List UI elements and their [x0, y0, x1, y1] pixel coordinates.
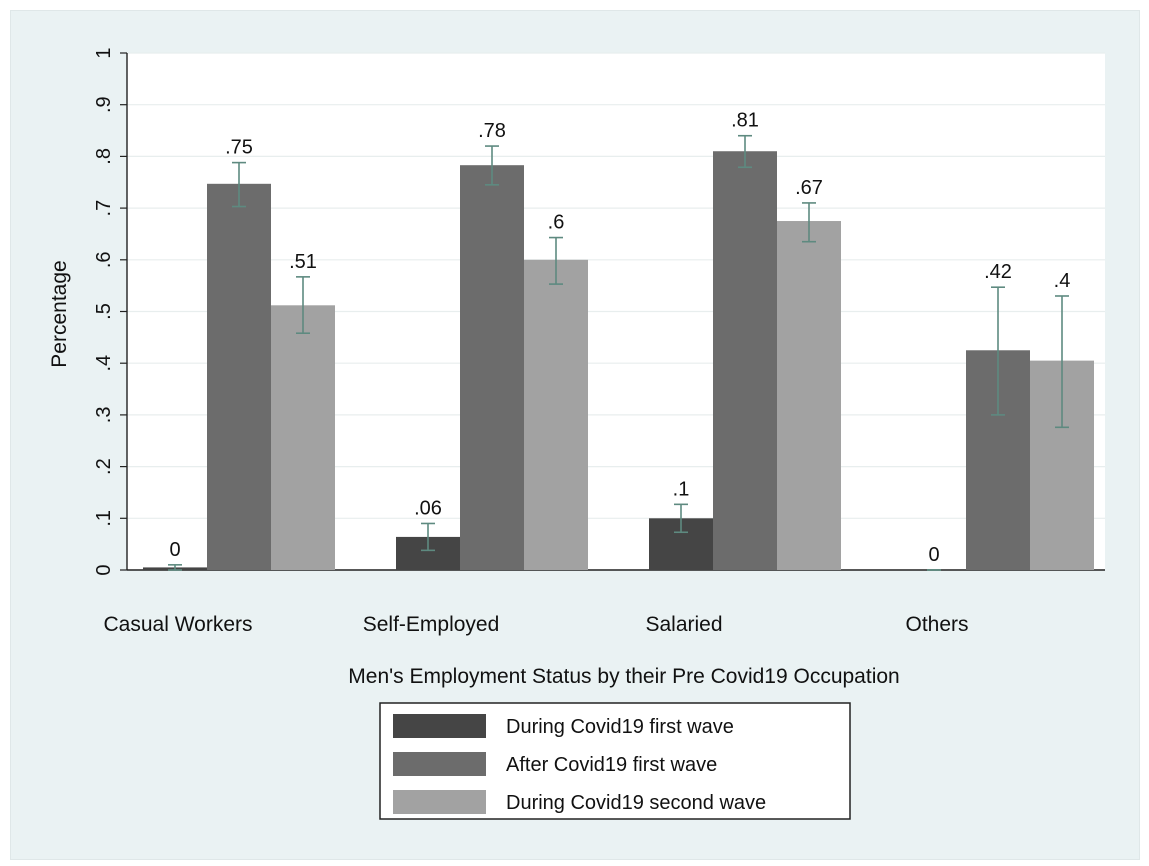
- bar: [713, 151, 777, 571]
- data-label: .42: [984, 261, 1012, 283]
- bar: [271, 305, 335, 570]
- bar: [460, 165, 524, 570]
- x-category-label: Casual Workers: [104, 613, 253, 636]
- y-tick-label: .9: [93, 96, 115, 113]
- y-tick-label: .4: [93, 355, 115, 372]
- data-label: .67: [795, 177, 823, 199]
- data-label: .78: [478, 120, 506, 142]
- data-label: .1: [673, 478, 690, 500]
- legend-swatch: [393, 752, 486, 776]
- y-tick-label: .1: [93, 510, 115, 527]
- data-label: .06: [414, 497, 442, 519]
- data-label: .4: [1054, 270, 1071, 292]
- data-label: .6: [548, 212, 565, 234]
- plot-area: 0 .1 .2 .3 .4 .5 .6 .7 .8 .9 1 Casual Workers 0 .75 .5…: [93, 47, 1105, 636]
- y-axis-title: Percentage: [48, 260, 71, 367]
- x-category-label: Salaried: [645, 613, 722, 636]
- y-tick-label: .7: [93, 200, 115, 217]
- y-tick-label: 1: [93, 47, 115, 58]
- legend: During Covid19 first wave After Covid19 f…: [379, 702, 851, 820]
- data-label: 0: [169, 539, 180, 561]
- x-category-label: Self-Employed: [363, 613, 500, 636]
- x-axis-title: Men's Employment Status by their Pre Cov…: [348, 665, 899, 688]
- y-tick-label: 0: [93, 564, 115, 575]
- data-label: 0: [928, 544, 939, 566]
- x-category-label: Others: [905, 613, 968, 636]
- y-tick-label: .2: [93, 458, 115, 475]
- legend-swatch: [393, 714, 486, 738]
- data-label: .75: [225, 137, 253, 159]
- data-label: .81: [731, 110, 759, 132]
- legend-swatch: [393, 790, 486, 814]
- y-tick-label: .3: [93, 407, 115, 424]
- y-tick-label: .6: [93, 251, 115, 268]
- data-label: .51: [289, 251, 317, 273]
- bar: [777, 221, 841, 570]
- y-tick-label: .5: [93, 303, 115, 320]
- bar: [207, 183, 271, 570]
- y-tick-label: .8: [93, 148, 115, 165]
- legend-label: After Covid19 first wave: [506, 754, 717, 776]
- legend-label: During Covid19 second wave: [506, 792, 766, 814]
- legend-label: During Covid19 first wave: [506, 716, 734, 738]
- bar: [524, 259, 588, 570]
